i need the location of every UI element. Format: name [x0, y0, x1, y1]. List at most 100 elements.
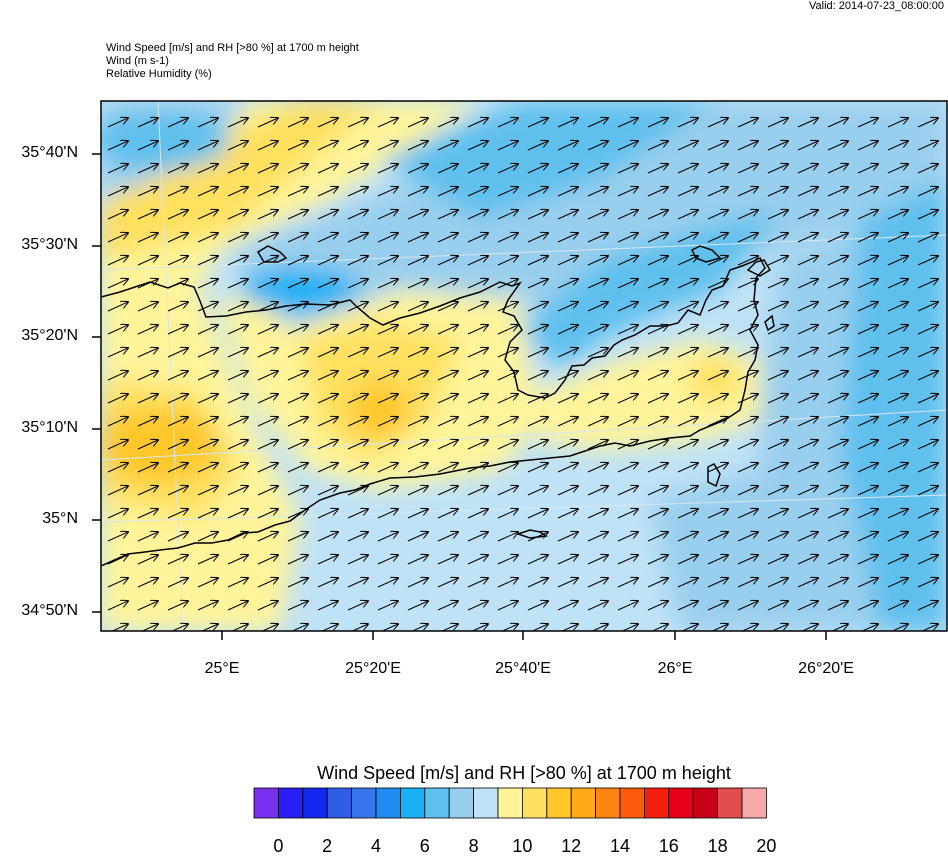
wind-vector	[797, 164, 818, 174]
wind-vector	[197, 486, 218, 496]
wind-vector	[347, 233, 368, 243]
wind-vector	[197, 417, 218, 427]
wind-vector	[437, 164, 458, 174]
wind-vector	[227, 440, 248, 450]
wind-vector	[107, 532, 128, 542]
wind-vector	[887, 394, 908, 404]
wind-vector	[887, 325, 908, 335]
wind-vector	[227, 371, 248, 381]
colorbar-swatch	[448, 787, 475, 819]
wind-vector	[917, 210, 938, 220]
wind-vector	[407, 371, 428, 381]
wind-vector	[287, 555, 308, 565]
wind-vector	[107, 509, 128, 519]
wind-vector	[917, 463, 938, 473]
wind-vector	[827, 302, 848, 312]
wind-vector	[287, 302, 308, 312]
wind-vector	[317, 187, 338, 197]
wind-vector	[197, 394, 218, 404]
wind-vector	[587, 601, 608, 611]
wind-vector	[711, 624, 728, 631]
wind-vector	[707, 325, 728, 335]
lat-label-35-20: 35°20'N	[21, 327, 78, 344]
wind-vector	[227, 601, 248, 611]
wind-vector	[257, 417, 278, 427]
wind-vector	[407, 164, 428, 174]
wind-vector	[197, 302, 218, 312]
wind-vector	[437, 233, 458, 243]
colorbar-swatch	[424, 787, 450, 819]
wind-vector	[257, 486, 278, 496]
wind-vector	[857, 210, 878, 220]
wind-vector	[347, 394, 368, 404]
wind-vector	[497, 509, 518, 519]
wind-vector	[557, 532, 578, 542]
wind-vector	[737, 118, 758, 128]
wind-vector	[137, 118, 158, 128]
wind-vector	[737, 348, 758, 358]
wind-vector	[107, 233, 128, 243]
wind-vector	[467, 302, 488, 312]
wind-vector	[561, 624, 578, 631]
wind-vector	[227, 256, 248, 266]
wind-vector	[587, 486, 608, 496]
wind-vector	[231, 624, 248, 631]
wind-vector	[767, 440, 788, 450]
wind-vector	[257, 371, 278, 381]
wind-vector	[677, 509, 698, 519]
wind-vector	[887, 256, 908, 266]
wind-vector	[347, 141, 368, 151]
wind-vector	[707, 463, 728, 473]
wind-vector	[527, 532, 548, 542]
wind-vector	[767, 601, 788, 611]
wind-vector	[527, 210, 548, 220]
wind-vector	[437, 578, 458, 588]
colorbar-swatch	[522, 787, 548, 819]
wind-vector	[497, 486, 518, 496]
wind-vector	[317, 325, 338, 335]
wind-vector	[767, 279, 788, 289]
wind-vector	[257, 463, 278, 473]
wind-vector	[647, 256, 668, 266]
wind-vector	[317, 279, 338, 289]
colorbar	[253, 787, 767, 819]
wind-vector	[527, 118, 548, 128]
wind-vector	[767, 325, 788, 335]
wind-vector	[497, 164, 518, 174]
wind-vector	[287, 509, 308, 519]
wind-vector	[827, 578, 848, 588]
wind-vector	[737, 210, 758, 220]
wind-vector	[287, 417, 308, 427]
wind-vector	[767, 302, 788, 312]
wind-vector	[591, 624, 608, 631]
wind-vector	[707, 371, 728, 381]
wind-vector	[257, 394, 278, 404]
lon-label-26: 26°E	[657, 660, 693, 677]
wind-vector	[531, 624, 548, 631]
wind-vector	[377, 233, 398, 243]
wind-vector	[707, 601, 728, 611]
wind-vector	[201, 624, 218, 631]
wind-vector	[377, 164, 398, 174]
wind-vector	[647, 417, 668, 427]
wind-vector	[737, 141, 758, 151]
wind-vector	[467, 325, 488, 335]
wind-vector	[347, 486, 368, 496]
wind-vector	[617, 417, 638, 427]
wind-vector	[617, 486, 638, 496]
wind-vector	[707, 486, 728, 496]
colorbar-label: 6	[419, 836, 430, 856]
wind-vector	[557, 486, 578, 496]
wind-vector	[407, 509, 428, 519]
wind-vector	[137, 371, 158, 381]
wind-vector	[707, 509, 728, 519]
wind-vector	[827, 394, 848, 404]
wind-vector	[707, 210, 728, 220]
wind-vector	[107, 371, 128, 381]
wind-vector	[197, 555, 218, 565]
wind-vector	[467, 394, 488, 404]
wind-vector	[917, 532, 938, 542]
colorbar-swatch	[644, 787, 670, 819]
wind-vector	[107, 417, 128, 427]
wind-vector	[257, 348, 278, 358]
